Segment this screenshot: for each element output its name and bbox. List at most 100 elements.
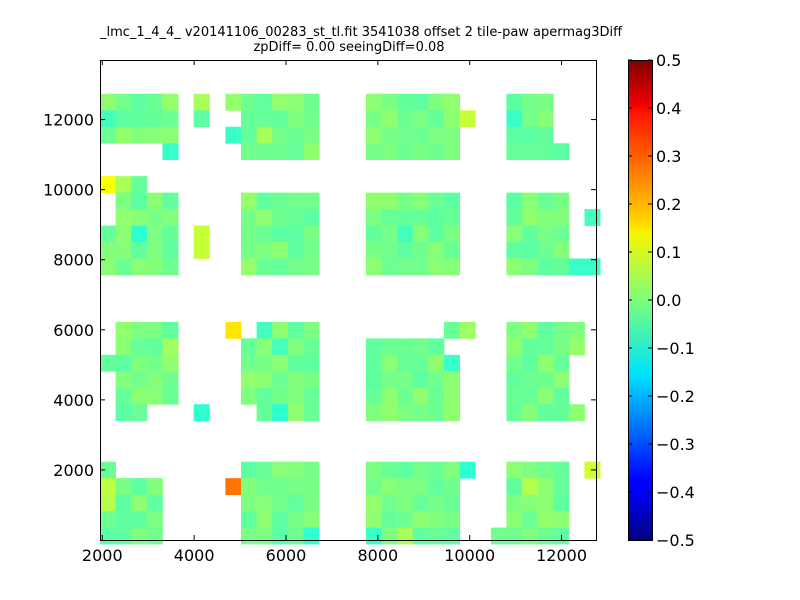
heatmap-cell <box>506 192 523 210</box>
heatmap-cell <box>412 225 429 243</box>
heatmap-cell <box>506 126 523 144</box>
heatmap-cell <box>146 321 163 339</box>
heatmap-cell <box>303 242 320 259</box>
heatmap-cell <box>146 225 163 243</box>
heatmap-cell <box>397 225 414 243</box>
heatmap-cell <box>553 511 570 528</box>
heatmap-cell <box>287 93 304 111</box>
heatmap-cell <box>506 371 523 389</box>
heatmap-cell <box>506 387 523 405</box>
heatmap-cell <box>428 242 445 259</box>
heatmap-cell <box>287 404 304 422</box>
heatmap-cell <box>162 321 179 339</box>
heatmap-cell <box>115 192 132 210</box>
heatmap-cell <box>256 209 273 226</box>
heatmap-cell <box>131 258 148 276</box>
heatmap-cell <box>553 494 570 512</box>
heatmap-cell <box>443 321 460 339</box>
plot-frame <box>100 60 597 541</box>
x-tick-label: 4000 <box>174 546 215 565</box>
heatmap-cell <box>381 126 398 144</box>
heatmap-cell <box>303 527 320 545</box>
heatmap-cell <box>412 404 429 422</box>
heatmap-cell <box>146 242 163 259</box>
heatmap-cell <box>537 404 554 422</box>
heatmap-cell <box>240 258 257 276</box>
heatmap-cell <box>506 527 523 545</box>
colorbar-tick-label: 0.3 <box>656 147 681 166</box>
heatmap-cell <box>100 126 117 144</box>
heatmap-cell <box>303 494 320 512</box>
heatmap-cell <box>146 371 163 389</box>
heatmap-cell <box>115 338 132 356</box>
heatmap-cell <box>303 511 320 528</box>
heatmap-cell <box>225 93 242 111</box>
heatmap-cell <box>443 511 460 528</box>
heatmap-cell <box>365 387 382 405</box>
heatmap-cell <box>162 242 179 259</box>
heatmap-cell <box>428 527 445 545</box>
heatmap-cell <box>162 371 179 389</box>
heatmap-cell <box>397 527 414 545</box>
heatmap-cell <box>381 338 398 356</box>
heatmap-cell <box>131 176 148 194</box>
heatmap-cell <box>162 387 179 405</box>
heatmap-cell <box>568 338 585 356</box>
heatmap-cell <box>240 527 257 545</box>
heatmap-cell <box>131 494 148 512</box>
heatmap-cell <box>381 354 398 372</box>
heatmap-cell <box>365 192 382 210</box>
heatmap-cell <box>397 126 414 144</box>
heatmap-cell <box>443 192 460 210</box>
heatmap-cell <box>412 511 429 528</box>
heatmap-cell <box>381 387 398 405</box>
heatmap-cell <box>537 321 554 339</box>
heatmap-cell <box>256 478 273 496</box>
heatmap-cell <box>397 192 414 210</box>
heatmap-cell <box>225 321 242 339</box>
colorbar-tick-label: −0.3 <box>656 435 695 454</box>
heatmap-cell <box>397 209 414 226</box>
heatmap-cell <box>397 404 414 422</box>
heatmap-cell <box>256 143 273 161</box>
heatmap-cell <box>522 494 539 512</box>
heatmap-cell <box>381 511 398 528</box>
heatmap-cell <box>287 527 304 545</box>
heatmap-cell <box>225 478 242 496</box>
colorbar-tick-label: −0.2 <box>656 387 695 406</box>
heatmap-cell <box>365 511 382 528</box>
heatmap-cell <box>256 110 273 128</box>
heatmap-cell <box>506 511 523 528</box>
heatmap-cell <box>146 258 163 276</box>
heatmap-cell <box>568 258 585 276</box>
heatmap-cell <box>537 478 554 496</box>
heatmap-cell <box>553 338 570 356</box>
heatmap-cell <box>522 478 539 496</box>
colorbar-tick-label: 0.5 <box>656 51 681 70</box>
heatmap-cell <box>412 494 429 512</box>
heatmap-cell <box>162 143 179 161</box>
heatmap-cell <box>537 494 554 512</box>
heatmap-cell <box>397 143 414 161</box>
heatmap-cell <box>365 258 382 276</box>
heatmap-cell <box>537 371 554 389</box>
heatmap-cell <box>428 192 445 210</box>
x-tick-label: 12000 <box>536 546 587 565</box>
heatmap-cell <box>397 511 414 528</box>
heatmap-cell <box>537 242 554 259</box>
heatmap-cell <box>568 404 585 422</box>
heatmap-cell <box>240 478 257 496</box>
heatmap-cell <box>365 143 382 161</box>
heatmap-cell <box>131 126 148 144</box>
heatmap-cell <box>287 192 304 210</box>
heatmap-cell <box>397 371 414 389</box>
y-tick-label: 10000 <box>43 181 94 200</box>
heatmap-cell <box>115 110 132 128</box>
heatmap-cell <box>443 354 460 372</box>
heatmap-cell <box>553 321 570 339</box>
heatmap-cell <box>303 354 320 372</box>
heatmap-cell <box>428 494 445 512</box>
heatmap-cell <box>443 527 460 545</box>
heatmap-cell <box>115 371 132 389</box>
